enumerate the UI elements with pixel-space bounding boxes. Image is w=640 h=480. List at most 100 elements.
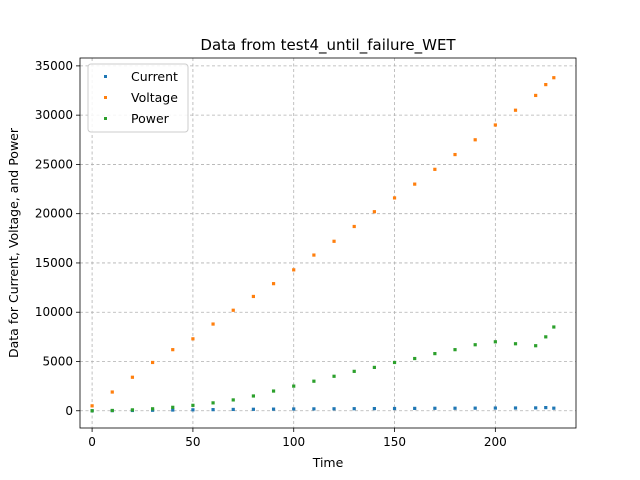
data-point <box>552 325 556 329</box>
data-point <box>493 340 497 344</box>
x-axis-label: Time <box>312 455 344 470</box>
y-axis: 0 5000 10000 15000 20000 25000 30000 35000 <box>35 59 80 418</box>
y-tick-label: 30000 <box>35 108 73 122</box>
data-point <box>473 138 477 142</box>
data-point <box>271 282 276 286</box>
data-point <box>372 406 376 411</box>
data-point <box>150 360 155 365</box>
data-point <box>552 76 556 80</box>
plot-frame <box>79 57 577 429</box>
data-point <box>392 196 397 200</box>
data-point <box>211 322 215 326</box>
data-point <box>332 374 336 378</box>
data-point <box>271 407 276 411</box>
data-point <box>544 406 548 410</box>
data-point <box>372 365 376 369</box>
data-point <box>332 407 336 411</box>
data-point <box>473 343 477 347</box>
data-point <box>292 384 296 388</box>
data-point <box>251 407 255 411</box>
y-axis-label: Data for Current, Voltage, and Power <box>6 127 21 358</box>
data-point <box>90 409 94 413</box>
data-point <box>433 406 437 410</box>
data-point <box>534 93 538 98</box>
data-point <box>171 405 175 409</box>
data-point <box>493 123 497 127</box>
data-point <box>493 406 497 410</box>
data-point <box>211 401 215 405</box>
y-tick-label: 5000 <box>42 354 73 368</box>
chart-title: Data from test4_until_failure_WET <box>200 36 456 55</box>
data-point <box>544 335 548 339</box>
data-point <box>534 406 538 410</box>
data-point <box>413 182 417 186</box>
y-tick-label: 25000 <box>35 157 73 171</box>
legend-marker-current <box>104 75 107 78</box>
data-point <box>191 337 195 341</box>
data-point <box>413 356 417 361</box>
data-point <box>211 408 215 412</box>
data-point <box>352 407 356 411</box>
legend: Current Voltage Power <box>87 63 189 133</box>
data-point <box>251 294 255 299</box>
y-tick-label: 10000 <box>35 305 73 319</box>
y-tick-label: 20000 <box>35 207 73 221</box>
legend-box <box>87 63 189 133</box>
legend-label-voltage: Voltage <box>131 90 178 105</box>
data-point <box>312 253 316 257</box>
x-axis: 0 50 100 150 200 <box>88 428 507 449</box>
x-tick-label: 150 <box>383 435 406 449</box>
legend-label-current: Current <box>131 69 178 84</box>
data-point <box>312 379 316 383</box>
data-point <box>372 210 376 214</box>
data-point <box>231 407 235 412</box>
data-point <box>191 408 195 412</box>
data-point <box>453 348 457 352</box>
y-tick-label: 15000 <box>35 256 73 270</box>
data-point <box>453 152 457 157</box>
x-tick-label: 100 <box>282 435 305 449</box>
legend-marker-power <box>104 117 107 120</box>
y-tick-label: 0 <box>65 404 73 418</box>
data-point <box>392 406 397 411</box>
data-point <box>171 408 175 412</box>
series-power <box>90 325 556 413</box>
data-point <box>473 406 477 410</box>
y-tick-label: 35000 <box>35 59 73 73</box>
data-point <box>513 406 518 410</box>
data-point <box>513 342 518 346</box>
x-tick-label: 200 <box>484 435 507 449</box>
data-point <box>292 407 296 411</box>
data-point <box>433 352 437 356</box>
data-point <box>312 407 316 411</box>
data-point <box>130 375 135 379</box>
data-point <box>433 167 437 171</box>
legend-marker-voltage <box>104 96 107 99</box>
data-point <box>413 406 417 410</box>
data-point <box>191 403 195 407</box>
data-point <box>352 224 356 229</box>
data-point <box>150 407 155 411</box>
data-point <box>292 268 296 272</box>
series-layer <box>90 76 556 413</box>
data-point <box>552 406 556 410</box>
data-point <box>90 404 94 408</box>
data-point <box>352 369 356 373</box>
data-point <box>171 348 175 352</box>
data-point <box>231 398 235 402</box>
data-point <box>392 360 397 365</box>
x-tick-label: 50 <box>185 435 200 449</box>
series-voltage <box>90 76 556 408</box>
data-point <box>110 390 114 394</box>
data-point <box>251 394 255 398</box>
data-point <box>534 344 538 348</box>
data-point <box>271 389 276 393</box>
data-point <box>544 83 548 87</box>
data-point <box>130 408 135 412</box>
x-tick-label: 0 <box>88 435 96 449</box>
data-point <box>110 408 114 413</box>
data-point <box>453 406 457 410</box>
data-point <box>231 308 235 312</box>
data-point <box>513 108 518 112</box>
